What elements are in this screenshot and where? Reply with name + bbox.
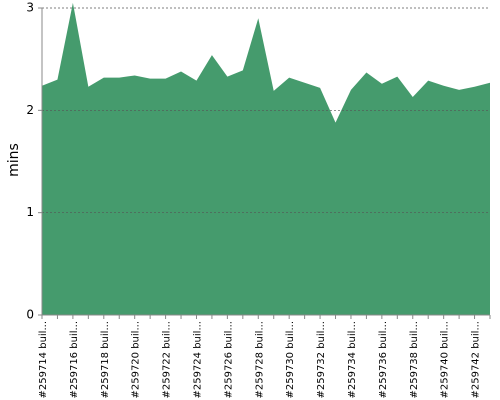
x-tick-label: #259728 buil... [254, 321, 265, 399]
y-tick-label: 2 [26, 103, 34, 117]
y-tick-label: 0 [26, 308, 34, 322]
area [42, 2, 490, 316]
x-tick-label: #259742 buil... [471, 321, 482, 399]
y-axis-label: mins [6, 143, 22, 177]
x-tick-label: #259720 buil... [131, 321, 142, 399]
x-tick-label: #259736 buil... [378, 321, 389, 399]
x-tick-label: #259724 buil... [192, 321, 203, 399]
x-tick-label: #259714 buil... [38, 321, 49, 399]
x-tick-label: #259716 buil... [69, 321, 80, 399]
x-tick-label: #259732 buil... [316, 321, 327, 399]
x-tick-label: #259738 buil... [409, 321, 420, 399]
x-tick-label: #259722 buil... [162, 321, 173, 399]
x-tick-label: #259730 buil... [285, 321, 296, 399]
x-tick-label: #259718 buil... [100, 321, 111, 399]
x-tick-label: #259726 buil... [223, 321, 234, 399]
x-tick-label: #259740 buil... [440, 321, 451, 399]
x-tick-label: #259734 buil... [347, 321, 358, 399]
y-tick-label: 3 [26, 1, 34, 15]
y-tick-label: 1 [26, 205, 34, 219]
